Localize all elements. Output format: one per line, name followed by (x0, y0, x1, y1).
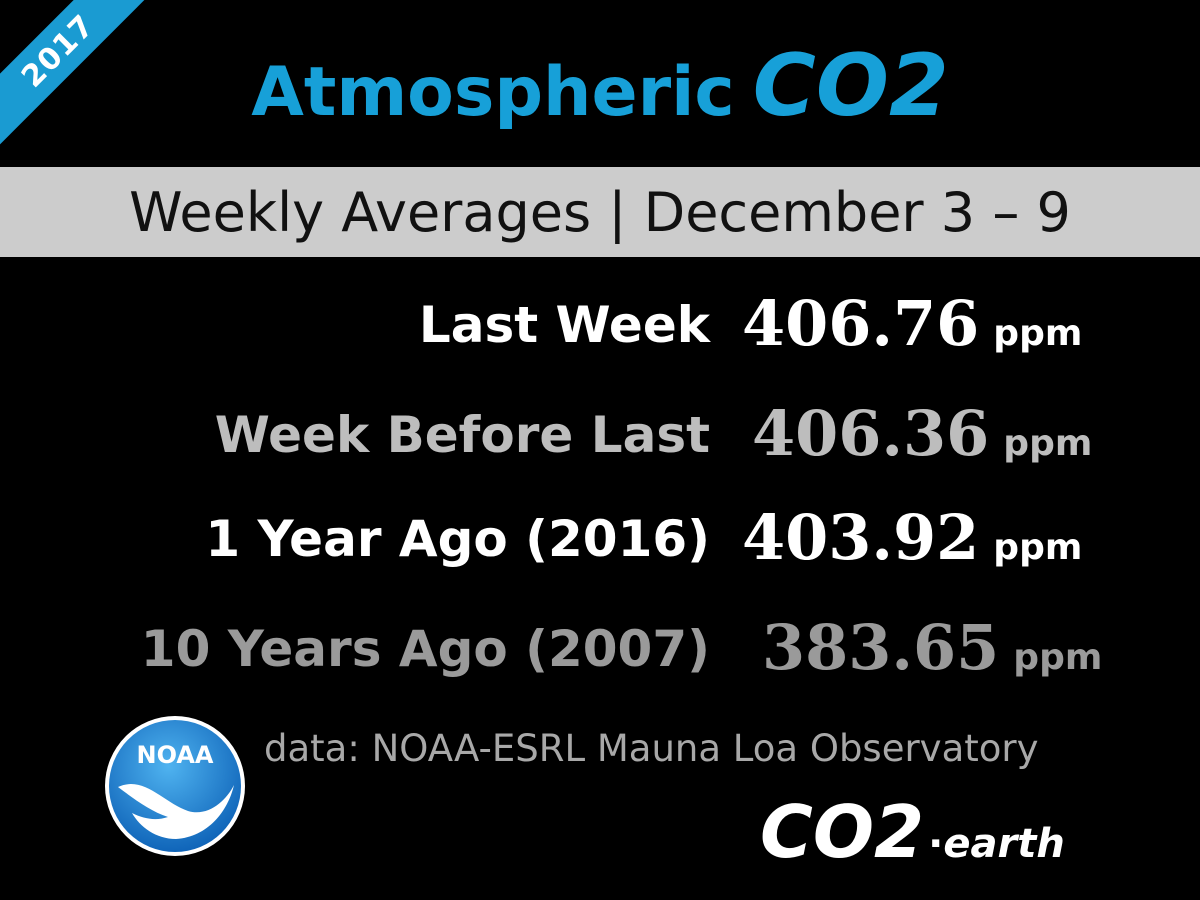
weekly-averages-text: Weekly Averages | December 3 – 9 (129, 180, 1071, 244)
noaa-logo-text: NOAA (137, 741, 214, 769)
row-unit: ppm (993, 527, 1083, 568)
row-value-number: 383.65 (762, 611, 1000, 684)
row-10-years-ago: 10 Years Ago (2007) 383.65 ppm (0, 606, 1200, 696)
co2earth-logo-dot: · (928, 821, 944, 867)
row-value: 383.65 ppm (762, 611, 1102, 684)
row-week-before-last: Week Before Last 406.36 ppm (0, 392, 1200, 482)
row-unit: ppm (1013, 637, 1103, 678)
row-value-number: 406.76 (742, 287, 980, 360)
row-label: 10 Years Ago (2007) (140, 620, 710, 678)
row-label: Week Before Last (214, 406, 710, 464)
row-last-week: Last Week 406.76 ppm (0, 282, 1200, 372)
row-value-number: 403.92 (742, 501, 980, 574)
row-unit: ppm (993, 313, 1083, 354)
row-label: Last Week (418, 296, 710, 354)
row-unit: ppm (1003, 423, 1093, 464)
row-1-year-ago: 1 Year Ago (2016) 403.92 ppm (0, 496, 1200, 586)
noaa-logo-icon: NOAA (105, 716, 245, 856)
co2earth-logo-co2: CO2 (760, 790, 925, 874)
row-value: 406.36 ppm (752, 397, 1092, 470)
co2earth-logo: CO2 ·earth (760, 790, 1065, 874)
data-source: data: NOAA-ESRL Mauna Loa Observatory (264, 727, 1039, 770)
row-value-number: 406.36 (752, 397, 990, 470)
co2earth-logo-earth: earth (943, 821, 1065, 867)
weekly-averages-band: Weekly Averages | December 3 – 9 (0, 167, 1200, 257)
row-value: 403.92 ppm (742, 501, 1082, 574)
row-label: 1 Year Ago (2016) (205, 510, 710, 568)
title-co2: CO2 (752, 36, 949, 136)
page-title: Atmospheric CO2 (0, 36, 1200, 136)
row-value: 406.76 ppm (742, 287, 1082, 360)
title-main: Atmospheric (251, 53, 735, 132)
